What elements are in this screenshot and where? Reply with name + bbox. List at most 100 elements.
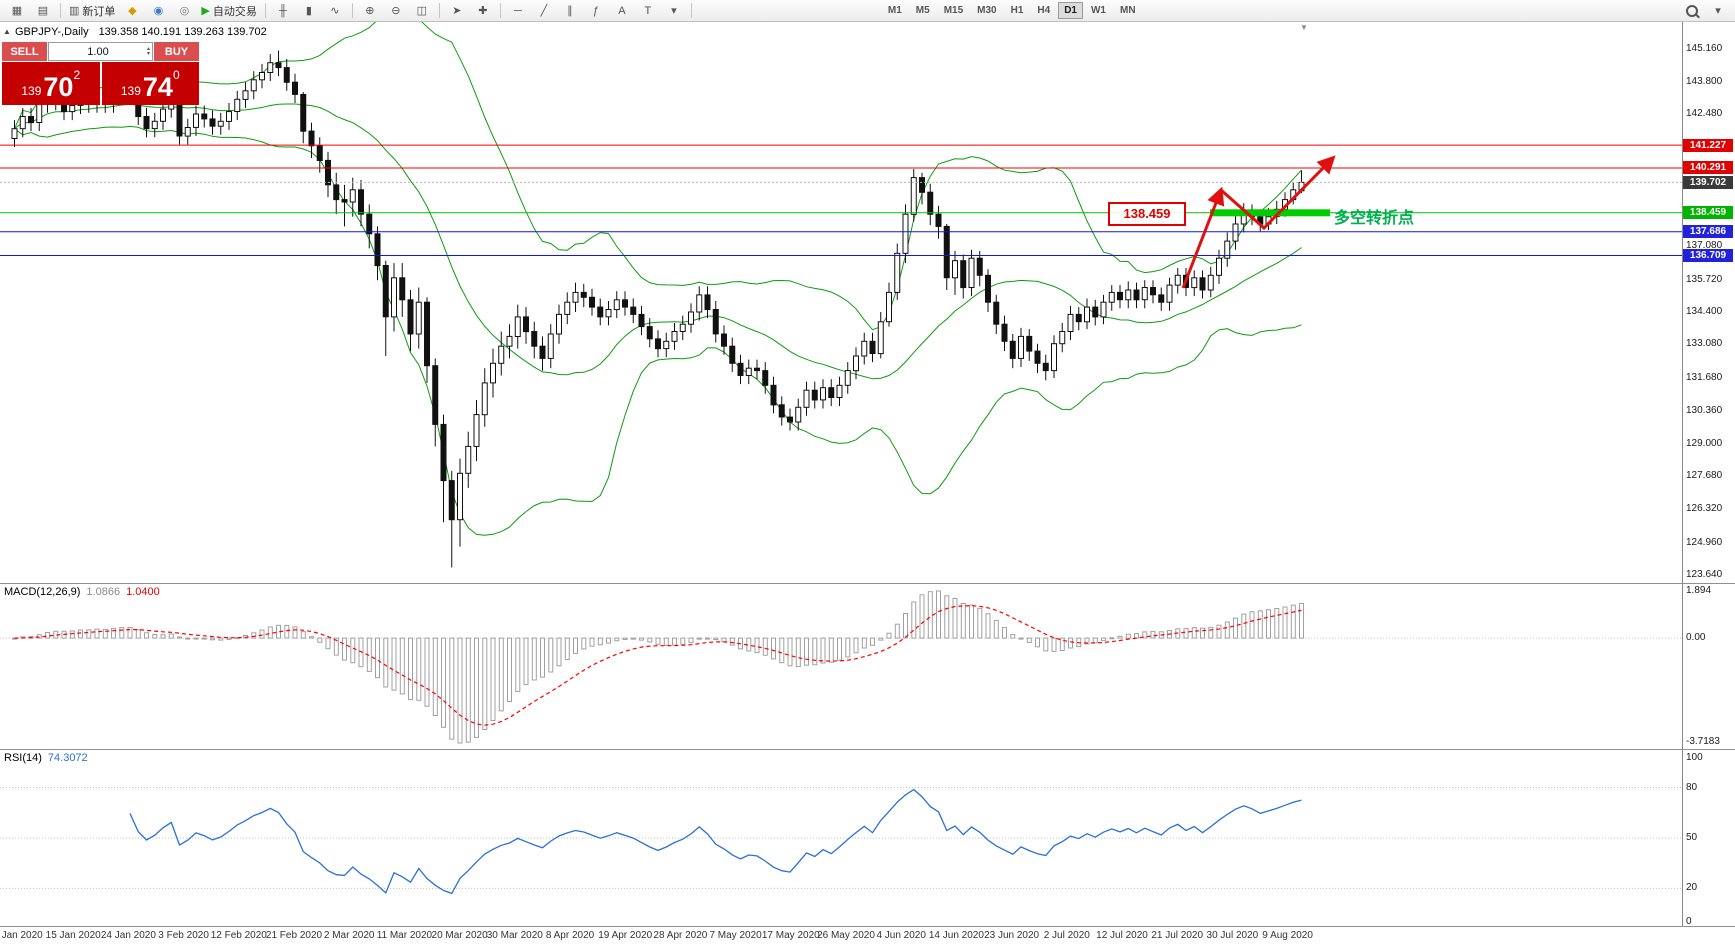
price-axis-tick: 145.160 bbox=[1686, 43, 1723, 54]
rsi-axis-0: 0 bbox=[1686, 916, 1692, 927]
price-axis-tick: 133.080 bbox=[1686, 338, 1723, 350]
rsi-axis-50: 50 bbox=[1686, 832, 1698, 843]
chart-ohlc-header: GBPJPY-,Daily 139.358 140.191 139.263 139… bbox=[15, 26, 267, 38]
timeframe-d1-button[interactable]: D1 bbox=[1058, 2, 1083, 19]
price-axis-tick: 124.960 bbox=[1686, 536, 1723, 548]
line-chart-button-icon: ∿ bbox=[330, 5, 340, 17]
toolbar-separator bbox=[438, 3, 440, 18]
timeframe-mn-button[interactable]: MN bbox=[1119, 5, 1136, 16]
time-axis-label: 19 Apr 2020 bbox=[598, 930, 653, 941]
sell-label-button[interactable]: SELL bbox=[2, 42, 47, 61]
text-button[interactable]: A bbox=[609, 1, 635, 21]
zoom-in-button[interactable]: ⊕ bbox=[357, 1, 383, 21]
price-axis-tick: 123.640 bbox=[1686, 568, 1723, 580]
zoom-in-button-icon: ⊕ bbox=[365, 5, 375, 17]
shapes-button-icon: ▾ bbox=[671, 5, 677, 17]
candlestick-button[interactable]: ▮ bbox=[296, 1, 322, 21]
rsi-axis-20: 20 bbox=[1686, 882, 1698, 894]
time-axis-label: 24 Jan 2020 bbox=[100, 930, 156, 941]
volume-up-arrow-icon[interactable]: ▴ bbox=[146, 45, 150, 52]
search-icon bbox=[1686, 4, 1698, 17]
price-axis-tick: 127.680 bbox=[1686, 470, 1723, 482]
timeframe-h4-button[interactable]: H4 bbox=[1037, 5, 1051, 16]
market-button[interactable]: ◆ bbox=[119, 1, 145, 21]
tile-windows-button[interactable]: ◫ bbox=[409, 1, 435, 21]
line-chart-button[interactable]: ∿ bbox=[322, 1, 348, 21]
search-button[interactable] bbox=[1679, 1, 1705, 21]
price-annotation-box[interactable]: 138.459 bbox=[1108, 202, 1186, 226]
volume-stepper[interactable]: 1.00 ▴ ▾ bbox=[48, 42, 153, 61]
price-axis-tick: 129.000 bbox=[1686, 437, 1723, 449]
new-chart-button-icon: ▦ bbox=[11, 5, 23, 17]
profiles-button[interactable]: ▤ bbox=[30, 1, 56, 21]
time-axis-label: 21 Jul 2020 bbox=[1151, 930, 1204, 941]
time-axis-label: 11 Mar 2020 bbox=[376, 930, 433, 941]
buy-price-sup: 0 bbox=[172, 68, 180, 82]
time-axis-label: 8 Apr 2020 bbox=[545, 930, 595, 941]
chart-window[interactable]: ▲ GBPJPY-,Daily 139.358 140.191 139.263 1… bbox=[0, 22, 1735, 946]
toolbar-left-group: ▦ ▤ ▥ 新订单 ◆ ◉ ◎ ▶ 自动交易 ╫ ▮ ∿ ⊕ ⊖ ◫ ➤ ✚ ─ ╱ ∥ ƒ A T ▾ bbox=[4, 1, 696, 21]
zoom-out-button[interactable]: ⊖ bbox=[383, 1, 409, 21]
timeframe-m15-button[interactable]: M15 bbox=[943, 5, 964, 16]
toolbar-separator bbox=[264, 3, 266, 18]
price-axis-tick: 134.400 bbox=[1686, 305, 1723, 317]
timeframe-h1-button[interactable]: H1 bbox=[1010, 5, 1024, 16]
timeframe-w1-button[interactable]: W1 bbox=[1090, 5, 1106, 16]
price-axis-tick: 130.360 bbox=[1686, 404, 1723, 416]
toolbar-more-button[interactable]: ▾ bbox=[1715, 5, 1721, 17]
channel-button-icon: ∥ bbox=[567, 5, 573, 17]
signals-button[interactable]: ◉ bbox=[145, 1, 171, 21]
time-axis-label: 5 Jan 2020 bbox=[0, 930, 43, 941]
time-axis-label: 2 Mar 2020 bbox=[323, 930, 375, 941]
macd-axis-max: 1.894 bbox=[1686, 585, 1712, 596]
macd-axis-zero: 0.00 bbox=[1686, 632, 1706, 644]
shapes-button[interactable]: ▾ bbox=[661, 1, 687, 21]
price-tag-139.702: 139.702 bbox=[1683, 175, 1733, 189]
vps-button[interactable]: ◎ bbox=[171, 1, 197, 21]
macd-title: MACD(12,26,9) bbox=[4, 586, 81, 598]
horizontal-line-button[interactable]: ─ bbox=[505, 1, 531, 21]
cursor-button[interactable]: ➤ bbox=[444, 1, 470, 21]
horizontal-line-button-icon: ─ bbox=[513, 4, 522, 17]
timeframe-group: M1 M5 M15 M30 H1 H4 D1 W1 MN bbox=[881, 2, 1143, 19]
fibonacci-button-icon: ƒ bbox=[592, 4, 599, 17]
time-axis-label: 12 Jul 2020 bbox=[1096, 930, 1148, 941]
timeframe-m30-button[interactable]: M30 bbox=[977, 5, 997, 16]
autotrading-button-label: 自动交易 bbox=[212, 5, 257, 18]
toolbar: ▦ ▤ ▥ 新订单 ◆ ◉ ◎ ▶ 自动交易 ╫ ▮ ∿ ⊕ ⊖ ◫ ➤ ✚ ─ ╱ ∥ ƒ A T ▾ M1 M5 M15 M30… bbox=[0, 0, 1735, 22]
new-order-button[interactable]: ▥ 新订单 bbox=[65, 1, 119, 21]
chart-shift-marker-icon[interactable]: ▼ bbox=[1300, 23, 1308, 32]
new-order-button-label: 新订单 bbox=[82, 5, 116, 18]
macd-axis-min: -3.7183 bbox=[1686, 736, 1720, 747]
timeframe-m5-button[interactable]: M5 bbox=[915, 5, 930, 16]
volume-down-arrow-icon[interactable]: ▾ bbox=[146, 50, 150, 57]
macd-signal-value: 1.0400 bbox=[126, 586, 160, 598]
price-axis-tick: 143.800 bbox=[1686, 76, 1723, 88]
autotrading-button-icon: ▶ bbox=[201, 5, 210, 17]
time-axis-label: 4 Jun 2020 bbox=[876, 930, 926, 941]
volume-spinner: ▴ ▾ bbox=[146, 45, 152, 57]
channel-button[interactable]: ∥ bbox=[557, 1, 583, 21]
label-button[interactable]: T bbox=[635, 1, 661, 21]
turning-point-annotation[interactable]: 多空转折点 bbox=[1334, 210, 1415, 227]
autotrading-button[interactable]: ▶ 自动交易 bbox=[197, 1, 260, 21]
rsi-title: RSI(14) bbox=[4, 752, 42, 764]
chart-canvas[interactable] bbox=[0, 22, 1735, 946]
one-click-trading-panel: SELL 1.00 ▴ ▾ BUY 139 70 2 139 74 0 bbox=[2, 42, 199, 105]
crosshair-button[interactable]: ✚ bbox=[470, 1, 496, 21]
trendline-button[interactable]: ╱ bbox=[531, 1, 557, 21]
price-axis-tick: 126.320 bbox=[1686, 503, 1723, 515]
volume-value[interactable]: 1.00 bbox=[87, 45, 109, 58]
sell-price-big: 70 bbox=[43, 72, 74, 102]
timeframe-m1-button[interactable]: M1 bbox=[887, 5, 902, 16]
new-chart-button[interactable]: ▦ bbox=[4, 1, 30, 21]
collapse-panel-arrow-icon[interactable]: ▲ bbox=[3, 27, 11, 36]
buy-label-button[interactable]: BUY bbox=[154, 42, 199, 61]
buy-price-button[interactable]: 139 74 0 bbox=[101, 62, 199, 105]
time-axis-label: 2 Jul 2020 bbox=[1043, 930, 1090, 941]
candlestick-button-icon: ▮ bbox=[305, 5, 312, 17]
fibonacci-button[interactable]: ƒ bbox=[583, 1, 609, 21]
bar-chart-button[interactable]: ╫ bbox=[270, 1, 296, 21]
sell-price-button[interactable]: 139 70 2 bbox=[2, 62, 100, 105]
time-axis-label: 23 Jun 2020 bbox=[984, 930, 1040, 941]
